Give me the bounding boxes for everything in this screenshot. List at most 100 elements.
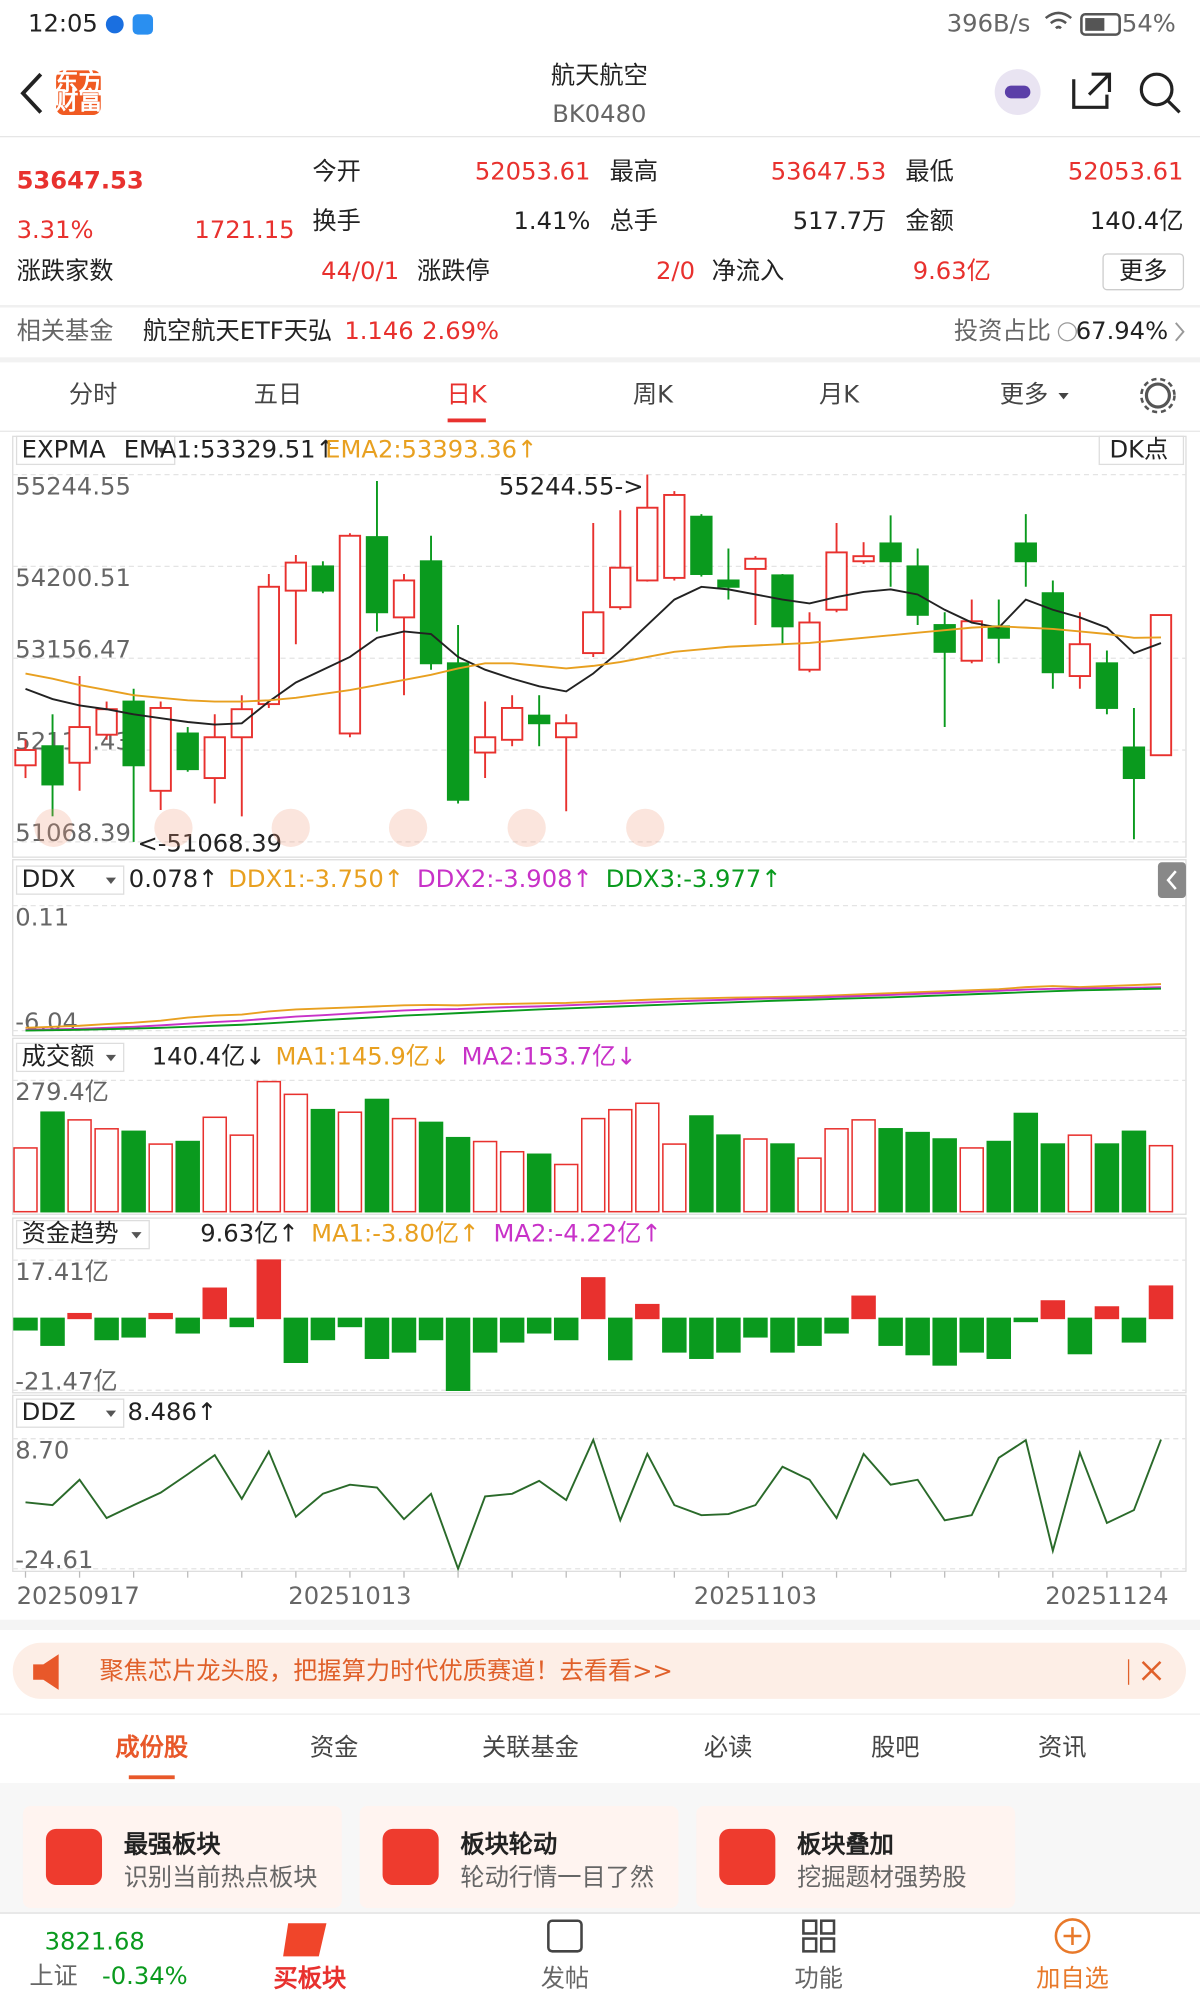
dropdown-arrow	[105, 1410, 117, 1418]
period-tab[interactable]: 五日	[254, 381, 302, 409]
bar	[1013, 1112, 1039, 1213]
bar	[824, 1128, 849, 1213]
settings-button[interactable]	[1144, 382, 1171, 409]
chart-control[interactable]	[34, 808, 73, 847]
field-value: 517.7万	[793, 207, 887, 235]
candle-body	[338, 534, 362, 735]
x-tick-label: 20251013	[288, 1582, 411, 1610]
help-icon[interactable]	[1057, 322, 1077, 342]
indicator-selector[interactable]	[15, 865, 125, 895]
indicator-selector[interactable]	[15, 1219, 150, 1250]
legend-entry: EMA1:53329.51↑	[124, 435, 336, 463]
banner[interactable]	[12, 1642, 1186, 1699]
banner-close[interactable]	[1141, 1660, 1162, 1681]
x-tick-label: 20251103	[694, 1582, 817, 1610]
dk-button-label[interactable]: DK点	[1109, 435, 1168, 463]
section-tabs: 成份股 资金 关联基金 必读 股吧 资讯	[115, 1734, 1087, 1780]
indicator-name[interactable]: EXPMA	[22, 435, 106, 463]
bar	[148, 1143, 173, 1213]
stat-value: 9.63亿	[913, 257, 991, 285]
card-icon	[719, 1828, 776, 1886]
card-subtitle: 识别当前热点板块	[124, 1864, 318, 1892]
dropdown-arrow	[1058, 392, 1069, 400]
legend-entry: MA2:153.7亿↓	[462, 1042, 637, 1070]
legend-entry: DDX3:-3.977↑	[606, 865, 782, 893]
dropdown-arrow	[105, 1054, 117, 1062]
share-button[interactable]	[1072, 72, 1112, 109]
fund-name[interactable]: 航空航天ETF天弘	[143, 317, 332, 345]
banner-text[interactable]: 聚焦芯片龙头股，把握算力时代优质赛道！去看看>>	[99, 1657, 672, 1685]
nav-button[interactable]: 功能	[794, 1964, 842, 1992]
feature-card[interactable]	[22, 1805, 342, 1908]
period-tab[interactable]: 更多	[1000, 381, 1048, 409]
bar	[716, 1134, 741, 1213]
megaphone-icon	[33, 1654, 59, 1690]
y-tick-label: -21.47亿	[15, 1368, 117, 1396]
candle-body	[879, 542, 902, 563]
indicator-selector[interactable]	[15, 435, 176, 466]
battery-level	[1085, 18, 1105, 31]
section-tab[interactable]: 关联基金	[482, 1734, 579, 1762]
bar	[635, 1102, 660, 1213]
bar	[905, 1131, 930, 1213]
change-amount: 1721.15	[194, 216, 294, 244]
bar	[499, 1317, 525, 1343]
collapse-tab[interactable]	[1157, 862, 1186, 898]
feature-card[interactable]	[696, 1805, 1016, 1908]
chart-control[interactable]	[154, 808, 193, 847]
function-icon	[802, 1919, 818, 1935]
indicator-selector[interactable]	[15, 1042, 125, 1073]
field-label: 总手	[610, 207, 658, 235]
bar	[770, 1317, 795, 1353]
search-handle	[1166, 99, 1181, 114]
status-icon	[132, 14, 154, 35]
dk-button[interactable]	[1098, 435, 1185, 466]
chart-control[interactable]	[507, 808, 546, 847]
candle-body	[609, 566, 632, 609]
nav-button[interactable]: 买板块	[274, 1964, 347, 1992]
series-line	[25, 585, 1162, 726]
y-tick-label: 8.70	[15, 1436, 69, 1464]
candle-body	[95, 708, 118, 736]
legend-entry: DDX1:-3.750↑	[228, 865, 404, 893]
chart-control[interactable]	[388, 808, 428, 847]
section-tab[interactable]: 必读	[704, 1734, 752, 1762]
candle-body	[960, 620, 983, 662]
chart-control[interactable]	[271, 808, 310, 847]
ratio-label: 投资占比	[954, 317, 1051, 345]
more-button[interactable]	[1102, 253, 1185, 291]
nav-button[interactable]: 发帖	[541, 1964, 589, 1992]
more-button-label[interactable]: 更多	[1119, 257, 1167, 285]
series-line	[25, 983, 1162, 1029]
search-button[interactable]	[1139, 72, 1174, 107]
period-tab[interactable]: 分时	[69, 381, 117, 409]
period-tab[interactable]: 月K	[819, 381, 860, 409]
section-tab[interactable]: 股吧	[871, 1734, 919, 1762]
feature-card[interactable]	[359, 1805, 679, 1908]
indicator-name[interactable]: 资金趋势	[22, 1220, 119, 1248]
nav-button[interactable]: 加自选	[1036, 1964, 1109, 1992]
indicator-name[interactable]: 成交额	[22, 1042, 95, 1070]
bar	[553, 1317, 579, 1341]
ratio-value: 67.94%	[1076, 317, 1168, 345]
bar	[94, 1317, 119, 1341]
indicator-name[interactable]: DDX	[22, 865, 76, 893]
field-label: 最低	[905, 157, 953, 185]
period-tab[interactable]: 周K	[633, 381, 674, 409]
section-tab[interactable]: 资讯	[1038, 1734, 1086, 1762]
fund-change: 2.69%	[422, 317, 499, 345]
post-icon	[547, 1919, 583, 1953]
legend-entry: 9.63亿↑	[200, 1220, 298, 1248]
period-tab[interactable]: 日K	[447, 381, 488, 409]
section-tab[interactable]: 资金	[310, 1734, 358, 1762]
legend-entry: MA1:-3.80亿↑	[311, 1220, 479, 1248]
back-button[interactable]	[20, 72, 43, 114]
candle-body	[555, 722, 578, 739]
card-title: 最强板块	[124, 1830, 222, 1858]
bar	[1067, 1317, 1093, 1355]
section-tab[interactable]: 成份股	[115, 1734, 188, 1762]
indicator-selector[interactable]	[15, 1398, 125, 1428]
candle-body	[906, 565, 929, 616]
chart-control[interactable]	[626, 808, 665, 847]
indicator-name[interactable]: DDZ	[22, 1398, 76, 1426]
